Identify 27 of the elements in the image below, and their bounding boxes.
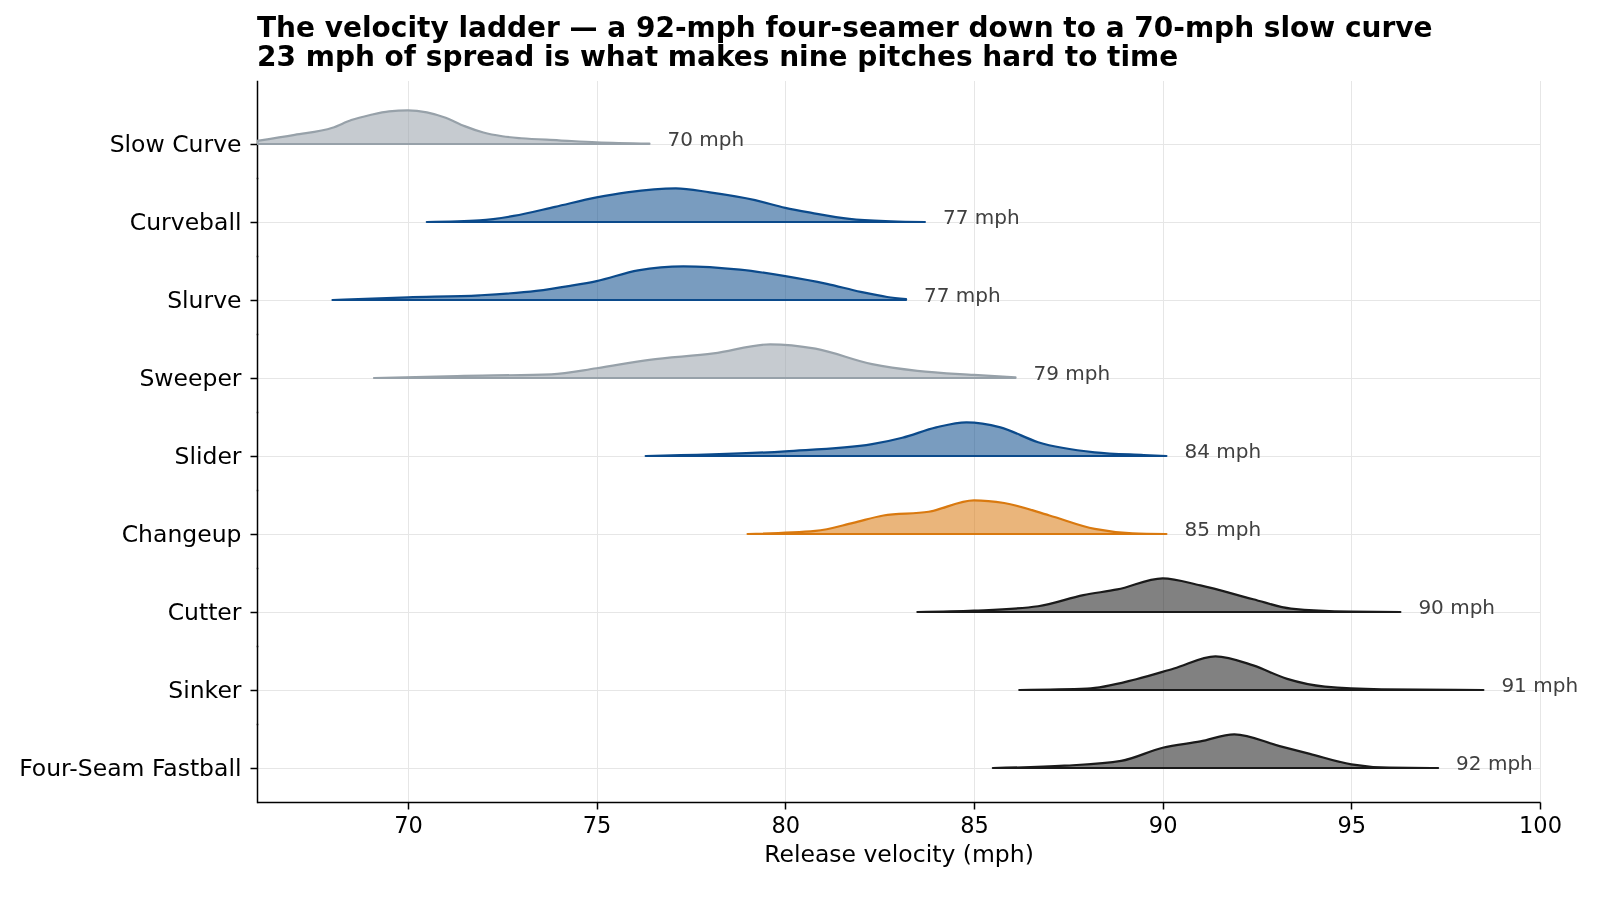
- annotation: 70 mph: [667, 126, 745, 151]
- annotation: 77 mph: [924, 282, 1001, 307]
- y-axis-title: Cutter: [167, 597, 242, 626]
- x-axis-title: Release velocity (mph): [764, 840, 1034, 868]
- x-tick-label: 100: [1519, 811, 1562, 838]
- x-tick-label: 90: [1148, 811, 1178, 838]
- annotation: 77 mph: [942, 204, 1020, 229]
- annotation: 92 mph: [1456, 750, 1533, 775]
- y-axis-title: Four-Seam Fastball: [19, 753, 242, 782]
- y-axis-title: Slow Curve: [109, 129, 242, 158]
- x-tick-label: 95: [1337, 811, 1367, 838]
- y-axis-title: Slider: [174, 441, 242, 470]
- annotation: 91 mph: [1501, 672, 1579, 697]
- x-tick-label: 75: [582, 811, 612, 838]
- y-axis-title: Sweeper: [139, 363, 242, 392]
- annotation: 85 mph: [1184, 516, 1262, 541]
- x-tick-label: 70: [394, 811, 423, 838]
- annotation: 90 mph: [1418, 594, 1496, 619]
- chart-title: The velocity ladder — a 92-mph four-seamer down to a 70-mph slow curve: [257, 11, 1433, 44]
- x-tick-label: 80: [771, 811, 801, 838]
- y-axis-title: Curveball: [129, 207, 242, 236]
- y-axis-title: Slurve: [167, 285, 242, 314]
- x-tick-label: 85: [960, 811, 989, 838]
- annotation: 79 mph: [1033, 360, 1111, 385]
- y-axis-title: Changeup: [121, 519, 242, 548]
- y-axis-title: Sinker: [168, 675, 242, 704]
- annotation: 84 mph: [1184, 438, 1262, 463]
